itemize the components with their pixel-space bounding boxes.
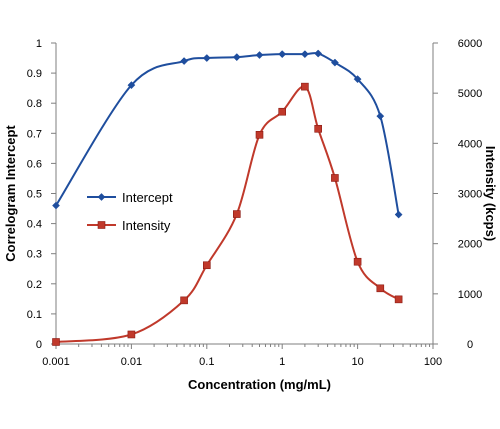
series-intensity <box>52 82 403 346</box>
y2-tick-label: 6000 <box>458 38 482 50</box>
legend: Intercept Intensity <box>87 190 173 233</box>
legend-item-intensity: Intensity <box>87 218 171 233</box>
legend-label: Intercept <box>122 190 173 205</box>
axes: 0.001 0.01 0.1 1 10 10000.10.20.30.40.50.60.7… <box>27 38 483 368</box>
intercept-point <box>314 49 323 58</box>
y2-tick-label: 3000 <box>458 189 482 201</box>
y-tick-label: 0.8 <box>27 98 42 110</box>
intensity-point <box>278 107 287 116</box>
y-tick-label: 0.5 <box>27 189 42 201</box>
x-tick-label: 1 <box>279 356 285 368</box>
intercept-point <box>394 210 403 219</box>
y-tick-label: 1 <box>36 38 42 50</box>
y-axis-title: Correlogram Intercept <box>3 125 18 262</box>
x-tick-label: 0.001 <box>42 356 70 368</box>
y-tick-label: 0 <box>36 339 42 351</box>
series-line-intercept <box>55 52 400 215</box>
series-intercept <box>52 49 403 219</box>
x-tick-label: 0.1 <box>199 356 214 368</box>
intercept-point <box>278 50 287 59</box>
intensity-point <box>394 295 403 304</box>
legend-marker <box>97 221 106 229</box>
intensity-point <box>52 338 60 346</box>
intensity-point <box>203 261 211 270</box>
y-tick-label: 0.2 <box>27 279 42 291</box>
y-tick-label: 0.3 <box>27 249 42 261</box>
intercept-point <box>202 54 211 63</box>
y2-tick-label: 1000 <box>458 289 482 301</box>
intercept-point <box>255 51 264 59</box>
intercept-point <box>330 58 339 67</box>
intensity-point <box>180 296 188 305</box>
intercept-point <box>353 75 362 84</box>
intercept-point <box>232 53 241 62</box>
x-tick-label: 10 <box>351 356 363 368</box>
y2-tick-label: 0 <box>467 339 473 351</box>
intensity-point <box>233 210 241 218</box>
y2-tick-label: 2000 <box>458 239 482 251</box>
intensity-point <box>376 284 385 293</box>
x-tick-label: 0.01 <box>121 356 142 368</box>
intercept-point <box>180 57 189 66</box>
intercept-point <box>300 50 309 59</box>
y2-axis-title: Intensity (kcps) <box>483 146 498 241</box>
y-tick-label: 0.4 <box>27 219 42 231</box>
y-tick-label: 0.1 <box>27 309 42 321</box>
y-tick-label: 0.6 <box>27 158 42 170</box>
intensity-point <box>127 330 136 339</box>
intercept-point <box>127 81 136 90</box>
intercept-point <box>376 112 385 121</box>
legend-label: Intensity <box>122 218 171 233</box>
y-tick-label: 0.9 <box>27 68 42 80</box>
intercept-point <box>52 201 60 210</box>
intensity-point <box>255 131 264 139</box>
y-tick-label: 0.7 <box>27 128 42 140</box>
intensity-point <box>331 174 339 182</box>
legend-item-intercept: Intercept <box>87 190 173 205</box>
x-tick-label: 100 <box>424 356 442 368</box>
plot-series <box>52 49 403 346</box>
x-axis-title: Concentration (mg/mL) <box>188 377 331 392</box>
legend-marker <box>97 193 106 201</box>
intensity-point <box>314 124 322 133</box>
intensity-point <box>301 82 309 91</box>
y2-tick-label: 5000 <box>458 88 482 100</box>
y2-tick-label: 4000 <box>458 138 482 150</box>
series-line-intensity <box>55 85 400 343</box>
intensity-point <box>353 257 362 266</box>
